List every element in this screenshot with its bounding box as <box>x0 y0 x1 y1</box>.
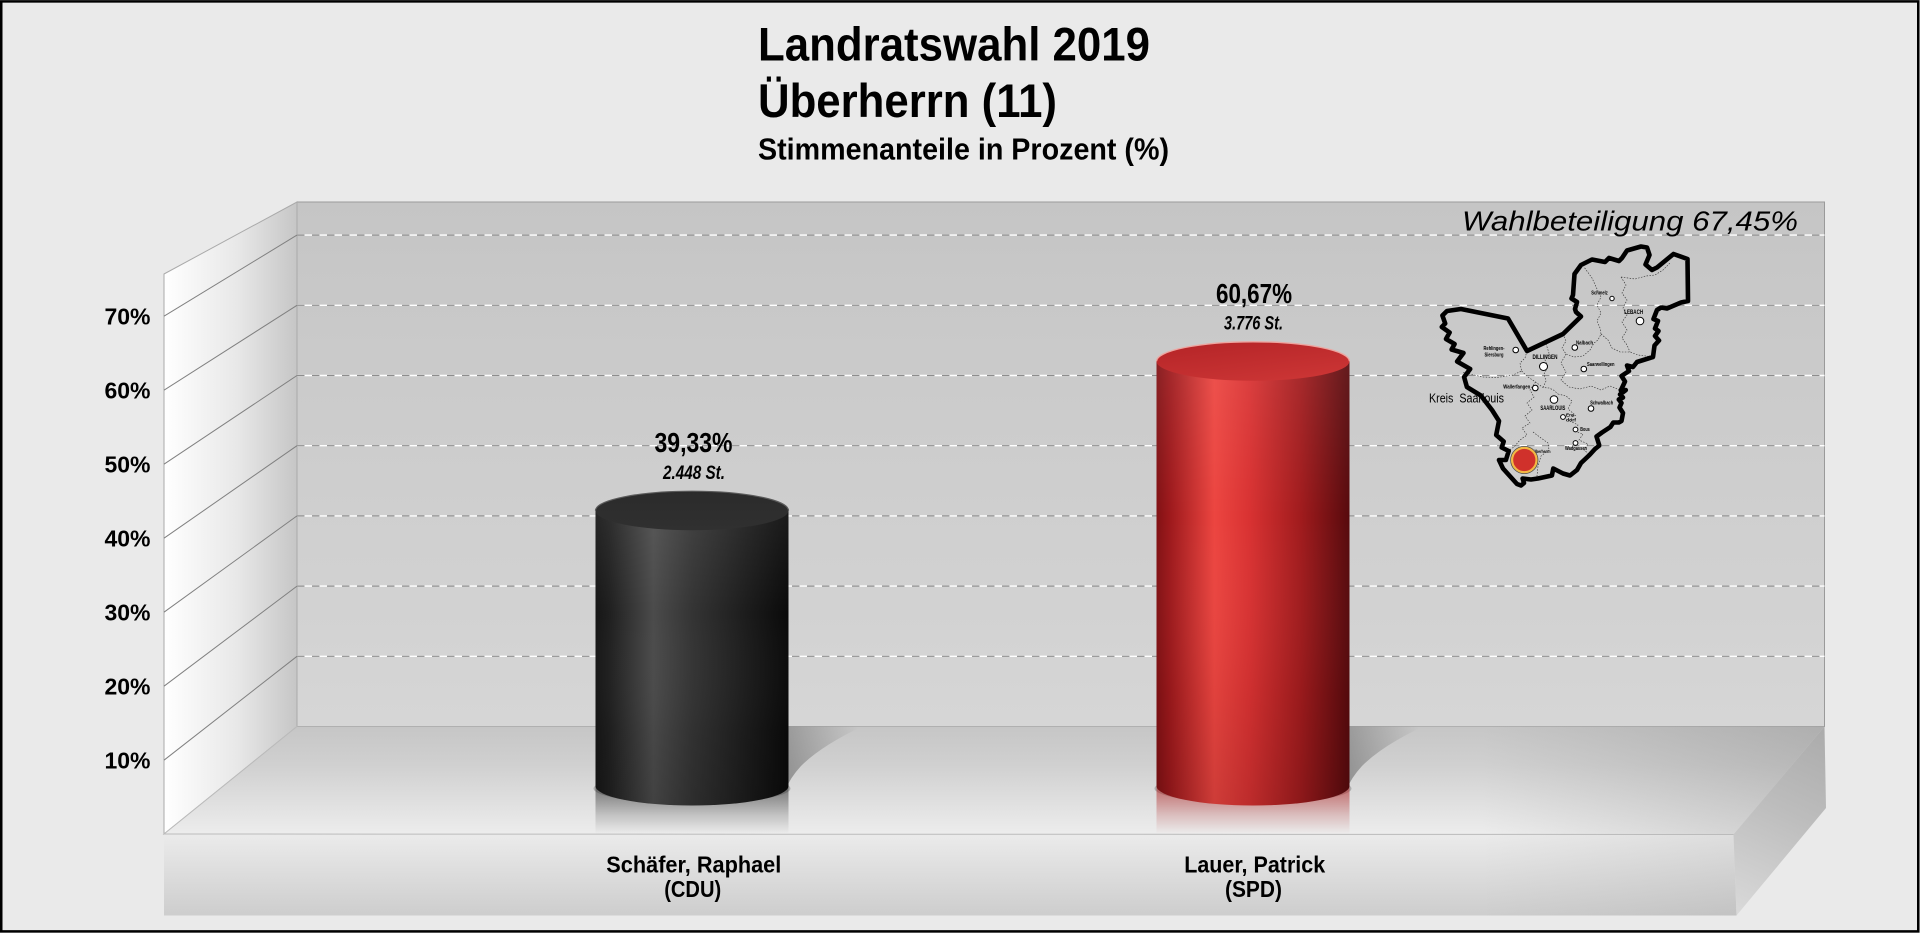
svg-text:Rehlingen-: Rehlingen- <box>1484 346 1505 352</box>
svg-text:Überherrn (11): Überherrn (11) <box>758 75 1057 128</box>
svg-text:Schäfer, Raphael: Schäfer, Raphael <box>606 851 781 877</box>
svg-text:60,67%: 60,67% <box>1216 278 1292 309</box>
svg-text:Nalbach: Nalbach <box>1576 341 1594 347</box>
svg-text:Wadgassen: Wadgassen <box>1565 446 1587 452</box>
svg-text:39,33%: 39,33% <box>655 427 733 458</box>
svg-text:Kreis Saarlouis: Kreis Saarlouis <box>1429 392 1504 406</box>
svg-text:2.448 St.: 2.448 St. <box>662 463 725 484</box>
svg-text:Wahlbeteiligung 67,45%: Wahlbeteiligung 67,45% <box>1462 206 1798 237</box>
svg-text:3.776 St.: 3.776 St. <box>1224 314 1283 335</box>
svg-text:Landratswahl 2019: Landratswahl 2019 <box>758 19 1150 72</box>
svg-text:40%: 40% <box>104 525 150 551</box>
svg-text:Bous: Bous <box>1580 427 1590 433</box>
svg-text:dorf: dorf <box>1566 418 1577 423</box>
svg-text:50%: 50% <box>104 451 150 477</box>
svg-text:LEBACH: LEBACH <box>1624 309 1643 316</box>
svg-text:Wallerfangen: Wallerfangen <box>1503 385 1530 391</box>
svg-text:Stimmenanteile in Prozent (%): Stimmenanteile in Prozent (%) <box>758 132 1169 166</box>
svg-text:Schmelz: Schmelz <box>1591 291 1608 297</box>
svg-text:Siersburg: Siersburg <box>1485 353 1504 359</box>
svg-text:(SPD): (SPD) <box>1225 876 1282 902</box>
svg-text:10%: 10% <box>104 747 150 773</box>
svg-text:Ens-: Ens- <box>1566 413 1576 418</box>
svg-text:Schwalbach: Schwalbach <box>1590 401 1613 407</box>
svg-text:Saarwellingen: Saarwellingen <box>1587 362 1615 368</box>
svg-text:30%: 30% <box>104 599 150 625</box>
svg-text:70%: 70% <box>104 303 150 329</box>
svg-text:Lauer, Patrick: Lauer, Patrick <box>1184 851 1325 877</box>
svg-text:20%: 20% <box>104 673 150 699</box>
svg-text:Überherrn: Überherrn <box>1534 448 1551 454</box>
svg-text:(CDU): (CDU) <box>664 876 721 902</box>
svg-text:SAARLOUIS: SAARLOUIS <box>1540 405 1565 412</box>
svg-text:DILLINGEN: DILLINGEN <box>1533 354 1558 361</box>
svg-text:60%: 60% <box>104 377 150 403</box>
